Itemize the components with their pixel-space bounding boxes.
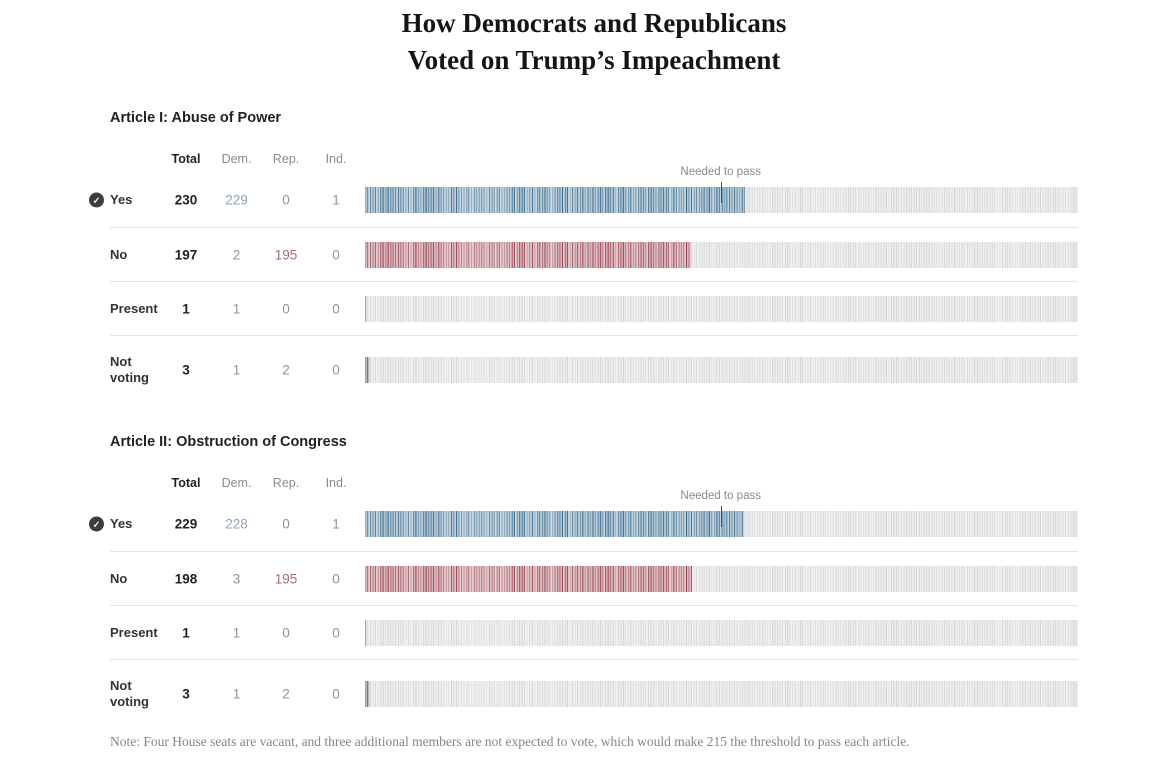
rep-value: 0 [282, 301, 290, 316]
vote-bar [365, 356, 1078, 383]
vote-bar [365, 680, 1078, 707]
total-value: 3 [182, 686, 190, 701]
needed-to-pass-marker [720, 182, 723, 203]
row-label: No [110, 570, 128, 586]
col-header-rep: Rep. [272, 475, 300, 490]
ind-value: 0 [332, 247, 340, 262]
total-value: 3 [182, 362, 190, 377]
vote-row-not-voting: Not voting 3 1 2 0 [110, 335, 1078, 403]
vote-row-no: No 197 2 195 0 [110, 227, 1078, 281]
row-label: Yes ✓ [89, 516, 166, 532]
vote-row-yes: Yes ✓ 230 229 0 1 Needed to pass [89, 166, 1078, 227]
article-heading: Article II: Obstruction of Congress [110, 434, 347, 450]
column-headers: Total Dem. Rep. Ind. [110, 150, 1078, 167]
vote-row-no: No 198 3 195 0 [110, 551, 1078, 605]
check-icon: ✓ [89, 516, 104, 532]
dem-value: 2 [232, 247, 241, 262]
total-value: 197 [174, 247, 198, 262]
col-header-ind: Ind. [325, 151, 347, 166]
row-label: Present [110, 624, 158, 640]
page-title: How Democrats and Republicans Voted on T… [110, 0, 1078, 79]
needed-to-pass-marker [720, 506, 723, 527]
col-header-dem: Dem. [221, 475, 252, 490]
vote-row-not-voting: Not voting 3 1 2 0 [110, 659, 1078, 727]
rep-value: 2 [282, 362, 290, 377]
article-heading: Article I: Abuse of Power [110, 110, 282, 126]
rep-value: 195 [274, 247, 298, 262]
footnote: Note: Four House seats are vacant, and t… [110, 734, 910, 749]
vote-bar [365, 241, 1078, 268]
dem-value: 1 [232, 362, 241, 377]
dem-value: 1 [232, 686, 241, 701]
ind-value: 0 [332, 686, 340, 701]
needed-to-pass-label: Needed to pass [680, 166, 761, 178]
dem-value: 3 [232, 571, 241, 586]
chart-content: How Democrats and Republicans Voted on T… [89, 0, 1078, 750]
rep-value: 195 [274, 571, 298, 586]
ind-value: 0 [332, 301, 340, 316]
total-value: 230 [174, 192, 198, 208]
row-label: Not voting [110, 353, 149, 385]
rep-value: 0 [282, 516, 290, 532]
col-header-ind: Ind. [325, 475, 347, 490]
article-section: Article I: Abuse of Power Total Dem. Rep. In… [89, 110, 1078, 403]
dem-value: 1 [232, 625, 241, 640]
ind-value: 1 [332, 192, 340, 208]
rep-value: 0 [282, 625, 290, 640]
ind-value: 1 [332, 516, 340, 532]
dem-value: 1 [232, 301, 241, 316]
total-value: 1 [182, 625, 190, 640]
row-label: Yes ✓ [89, 192, 166, 208]
ind-value: 0 [332, 625, 340, 640]
row-label: Present [110, 300, 158, 316]
total-value: 1 [182, 301, 190, 316]
total-value: 198 [174, 571, 198, 586]
needed-to-pass-label: Needed to pass [680, 490, 761, 502]
column-headers: Total Dem. Rep. Ind. [110, 474, 1078, 491]
dem-value: 228 [225, 516, 248, 532]
rep-value: 2 [282, 686, 290, 701]
dem-value: 229 [225, 192, 248, 208]
total-value: 229 [174, 516, 198, 532]
row-label: No [110, 246, 128, 262]
col-header-total: Total [171, 151, 201, 166]
vote-bar: Needed to pass [365, 490, 1078, 537]
title-line-1: How Democrats and Republicans [401, 8, 787, 38]
vote-row-yes: Yes ✓ 229 228 0 1 Needed to pass [89, 490, 1078, 551]
vote-bar [365, 565, 1078, 592]
vote-bar: Needed to pass [365, 166, 1078, 213]
col-header-dem: Dem. [221, 151, 252, 166]
title-line-2: Voted on Trump’s Impeachment [407, 45, 781, 75]
ind-value: 0 [332, 362, 340, 377]
articles-container: Article I: Abuse of Power Total Dem. Rep. In… [89, 110, 1078, 727]
vote-row-present: Present 1 1 0 0 [110, 281, 1078, 335]
row-label: Not voting [110, 677, 149, 709]
col-header-rep: Rep. [272, 151, 300, 166]
article-section: Article II: Obstruction of Congress Total… [89, 434, 1078, 727]
ind-value: 0 [332, 571, 340, 586]
check-icon: ✓ [89, 192, 104, 208]
vote-row-present: Present 1 1 0 0 [110, 605, 1078, 659]
vote-bar [365, 295, 1078, 322]
vote-bar [365, 619, 1078, 646]
rep-value: 0 [282, 192, 290, 208]
col-header-total: Total [171, 475, 201, 490]
